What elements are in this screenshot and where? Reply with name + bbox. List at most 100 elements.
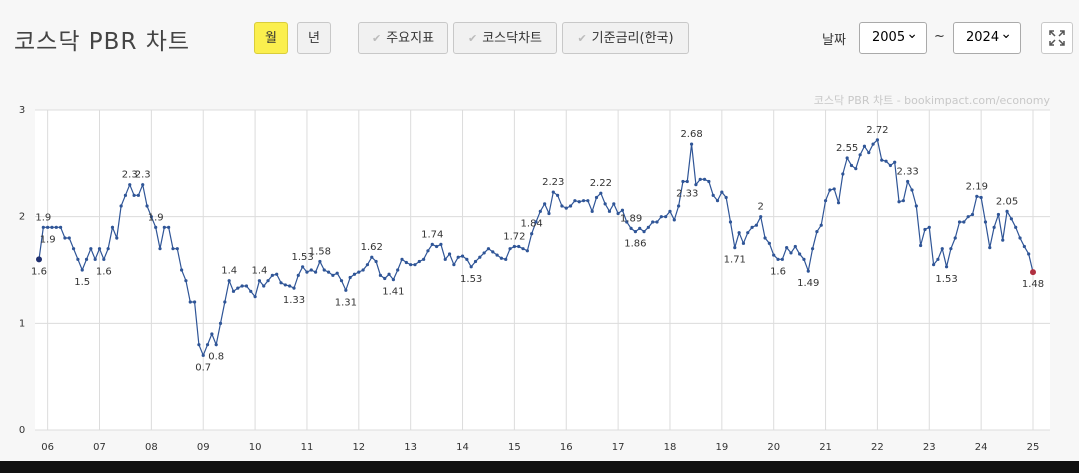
data-point xyxy=(175,247,179,251)
chart: 코스닥 PBR 차트 - bookimpact.com/economy 0123… xyxy=(0,80,1079,461)
data-point xyxy=(694,183,698,187)
toggle-indicators[interactable]: 주요지표 xyxy=(358,22,448,54)
date-from-select[interactable]: 2005 xyxy=(859,19,927,54)
data-point xyxy=(577,200,581,204)
data-point xyxy=(322,268,326,272)
data-point xyxy=(266,279,270,283)
data-point xyxy=(249,289,253,293)
data-label: 2.19 xyxy=(966,181,988,192)
select-text: 2024 xyxy=(966,30,1000,45)
select-text: 2005 xyxy=(872,30,906,45)
data-point xyxy=(914,204,918,208)
data-point xyxy=(772,253,776,257)
data-label: 1.53 xyxy=(460,274,482,285)
x-tick-label: 15 xyxy=(508,442,521,453)
data-point xyxy=(439,242,443,246)
x-tick-label: 07 xyxy=(93,442,106,453)
x-tick-label: 23 xyxy=(923,442,936,453)
data-point xyxy=(525,249,529,253)
data-point xyxy=(927,225,931,229)
data-point xyxy=(257,279,262,283)
data-point xyxy=(715,199,720,203)
data-point xyxy=(102,257,106,261)
data-point xyxy=(724,195,728,200)
data-point xyxy=(629,226,633,230)
y-tick-label: 0 xyxy=(19,425,25,436)
data-point xyxy=(741,241,746,245)
data-point xyxy=(361,268,365,272)
month-button[interactable]: 월 xyxy=(254,22,288,54)
data-point xyxy=(711,193,715,197)
data-point xyxy=(893,160,897,164)
data-point xyxy=(149,215,153,219)
data-label: 2.72 xyxy=(866,125,888,136)
data-point xyxy=(313,270,318,274)
data-point xyxy=(512,244,516,249)
data-point xyxy=(435,244,439,249)
data-point xyxy=(616,211,620,216)
data-point xyxy=(396,268,400,272)
toolbar: 코스닥 PBR 차트 월 년 주요지표 코스닥차트 기준금리(한국) 날짜 20… xyxy=(0,0,1079,81)
data-point xyxy=(473,259,478,264)
data-label: 1.74 xyxy=(421,229,443,240)
expand-button[interactable] xyxy=(1041,22,1073,54)
data-point xyxy=(59,225,63,229)
data-point xyxy=(720,190,724,194)
data-point xyxy=(638,226,642,230)
data-point xyxy=(335,271,339,275)
data-point xyxy=(508,247,512,251)
data-point xyxy=(227,279,231,283)
data-label: 1.89 xyxy=(620,213,642,224)
data-point xyxy=(646,225,650,229)
data-point xyxy=(867,151,871,155)
x-tick-label: 09 xyxy=(197,442,210,453)
data-point xyxy=(767,241,771,245)
data-label: 1.86 xyxy=(624,239,646,250)
data-point xyxy=(517,244,521,249)
data-point xyxy=(128,183,132,187)
data-point xyxy=(594,195,599,200)
data-label: 2.33 xyxy=(676,188,698,199)
x-tick-label: 08 xyxy=(145,442,158,453)
data-label: 1.62 xyxy=(361,242,383,253)
data-point xyxy=(279,281,283,285)
x-tick-label: 19 xyxy=(715,442,728,453)
data-point xyxy=(331,273,335,277)
data-point xyxy=(409,263,413,267)
data-point xyxy=(93,257,97,261)
data-point xyxy=(823,199,828,203)
y-tick-label: 1 xyxy=(19,318,25,329)
data-point xyxy=(940,247,944,251)
data-point xyxy=(897,200,901,204)
data-label: 1.6 xyxy=(31,266,47,277)
data-point xyxy=(936,257,940,261)
data-point xyxy=(962,220,966,224)
date-to-select[interactable]: 2024 xyxy=(953,19,1021,54)
data-point xyxy=(275,272,279,276)
data-point xyxy=(633,230,638,234)
data-point xyxy=(218,321,223,325)
year-button[interactable]: 년 xyxy=(297,22,331,54)
data-point xyxy=(672,218,676,222)
data-point xyxy=(1005,209,1009,213)
data-point xyxy=(326,270,331,274)
toggle-rate[interactable]: 기준금리(한국) xyxy=(562,22,689,54)
data-point xyxy=(115,236,119,240)
data-point xyxy=(97,247,102,251)
data-point xyxy=(919,243,923,248)
x-tick-label: 24 xyxy=(975,442,988,453)
data-label: 2 xyxy=(758,202,764,213)
data-label: 1.6 xyxy=(96,266,112,277)
data-point xyxy=(296,273,300,277)
data-point xyxy=(422,257,426,261)
toggle-kosdaq[interactable]: 코스닥차트 xyxy=(453,22,557,54)
data-point xyxy=(63,236,67,240)
data-point xyxy=(564,206,568,210)
data-point xyxy=(763,236,767,240)
page-title: 코스닥 PBR 차트 xyxy=(14,29,191,55)
data-label: 1.9 xyxy=(148,212,164,223)
data-point xyxy=(923,227,927,232)
data-point xyxy=(132,193,136,197)
data-point xyxy=(469,265,473,269)
data-label: 1.31 xyxy=(335,297,357,308)
